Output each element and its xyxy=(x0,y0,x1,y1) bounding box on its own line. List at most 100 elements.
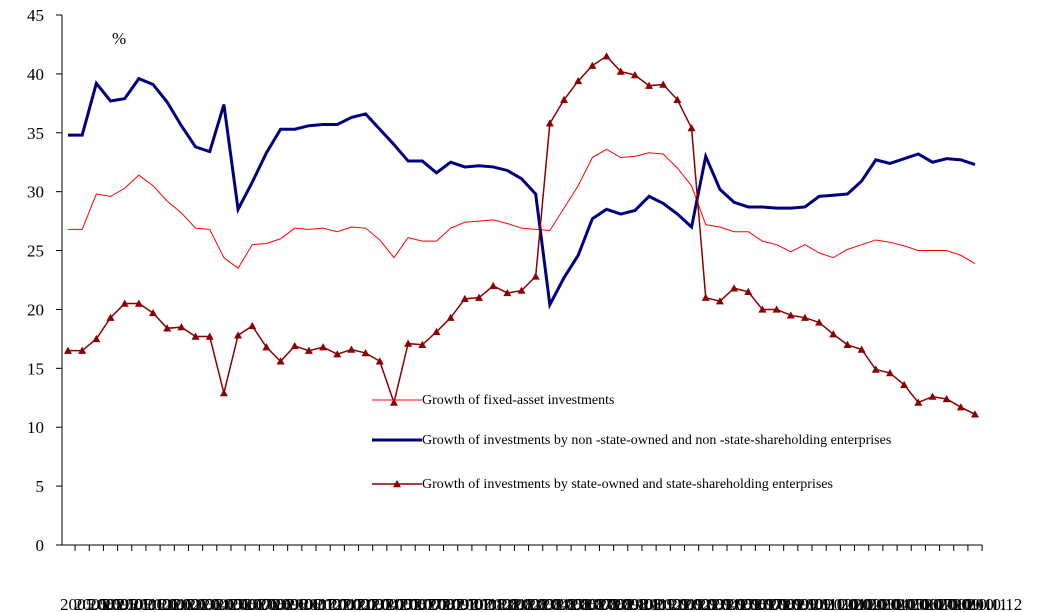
data-point xyxy=(829,330,838,338)
x-tick-label: 2008.10 xyxy=(599,595,654,612)
x-tick-label: 2007.07 xyxy=(386,595,442,612)
x-tick-label: 2006.11 xyxy=(273,595,328,612)
data-point xyxy=(418,340,427,348)
data-point xyxy=(489,281,498,290)
x-tick-label: 2005.10 xyxy=(88,595,143,612)
legend-label: Growth of investments by non -state-owne… xyxy=(422,433,892,448)
legend-label: Growth of fixed-asset investments xyxy=(422,393,615,408)
x-tick-label: 2007.06 xyxy=(372,595,427,612)
x-tick-label: 2005.09 xyxy=(74,595,129,612)
x-tick-label: 2006.09 xyxy=(244,595,299,612)
data-point xyxy=(772,305,781,313)
x-tick-label: 2005.12 xyxy=(117,595,172,612)
x-tick-label: 2005.08 xyxy=(60,595,115,612)
x-tick-label: 2006.04 xyxy=(173,595,229,612)
x-tick-label: 2007.08 xyxy=(400,595,455,612)
x-tick-label: 2007.12 xyxy=(457,595,512,612)
series-line xyxy=(68,76,976,310)
data-point xyxy=(602,52,611,60)
data-point xyxy=(120,299,129,307)
x-tick-label: 2010.09 xyxy=(924,595,979,612)
data-point xyxy=(885,369,894,377)
data-point xyxy=(347,345,356,353)
x-tick-label: 2008.06 xyxy=(542,595,597,612)
series-line xyxy=(68,55,976,415)
x-tick-label: 2008.09 xyxy=(584,595,639,612)
data-point xyxy=(262,343,271,351)
data-point xyxy=(361,349,370,357)
x-tick-label: 2010.05 xyxy=(868,595,923,612)
x-tick-label: 2010.03 xyxy=(839,595,894,612)
data-point xyxy=(375,357,384,365)
data-point xyxy=(701,293,710,301)
data-point xyxy=(914,398,923,406)
data-point xyxy=(389,398,398,406)
data-point xyxy=(248,321,257,330)
data-point xyxy=(432,327,441,336)
data-point xyxy=(460,294,469,303)
x-tick-label: 2009.12 xyxy=(797,595,852,612)
data-point xyxy=(545,119,554,127)
y-tick-label: 10 xyxy=(27,418,44,437)
x-tick-label: 2007.11 xyxy=(443,595,498,612)
x-tick-label: 2006.02 xyxy=(145,595,200,612)
legend-item: Growth of fixed-asset investments xyxy=(372,393,982,409)
x-tick-label: 2010.12 xyxy=(967,595,1022,612)
x-tick-label: 2006.08 xyxy=(230,595,285,612)
data-point xyxy=(800,313,809,321)
series-line xyxy=(68,148,976,269)
data-point xyxy=(78,346,87,354)
x-tick-label: 2009.07 xyxy=(726,595,782,612)
legend-marker xyxy=(393,480,401,488)
x-tick-label: 2008.02 xyxy=(485,595,540,612)
data-point xyxy=(446,313,455,321)
data-point xyxy=(177,323,186,331)
data-point xyxy=(134,299,143,307)
x-tick-label: 2006.07 xyxy=(216,595,272,612)
y-tick-label: 40 xyxy=(27,65,44,84)
y-tick-label: 0 xyxy=(36,536,45,555)
legend-swatch xyxy=(372,399,422,401)
data-point xyxy=(871,365,880,373)
data-point xyxy=(106,313,115,321)
x-tick-label: 2009.06 xyxy=(712,595,767,612)
data-point xyxy=(857,345,866,353)
y-tick-label: 15 xyxy=(27,359,44,378)
x-tick-label: 2010.11 xyxy=(953,595,1008,612)
data-point xyxy=(574,76,583,85)
x-tick-label: 2009.03 xyxy=(669,595,724,612)
data-point xyxy=(503,288,512,297)
data-point xyxy=(942,394,951,403)
legend-item: Growth of investments by state-owned and… xyxy=(372,477,982,493)
x-tick-label: 2010.06 xyxy=(882,595,937,612)
y-tick-label: 45 xyxy=(27,6,44,25)
legend-label: Growth of investments by state-owned and… xyxy=(422,477,833,492)
data-point xyxy=(474,293,483,301)
data-point xyxy=(673,95,682,103)
data-point xyxy=(290,341,299,350)
x-tick-label: 2010.01 xyxy=(811,595,866,612)
x-tick-label: 2010.04 xyxy=(854,595,910,612)
data-point xyxy=(149,308,158,317)
x-tick-label: 2008.08 xyxy=(570,595,625,612)
data-point xyxy=(715,297,724,305)
x-tick-label: 2007.04 xyxy=(343,595,399,612)
x-tick-label: 2009.02 xyxy=(655,595,710,612)
x-tick-label: 2006.06 xyxy=(202,595,257,612)
x-tick-label: 2006.12 xyxy=(287,595,342,612)
data-point xyxy=(616,67,625,75)
x-tick-label: 2007.01 xyxy=(301,595,356,612)
y-tick-label: 20 xyxy=(27,300,44,319)
data-point xyxy=(588,61,597,69)
data-point xyxy=(404,339,413,347)
x-tick-label: 2009.10 xyxy=(769,595,824,612)
data-point xyxy=(928,392,937,400)
data-point xyxy=(191,332,200,340)
x-tick-label: 2010.02 xyxy=(825,595,880,612)
x-tick-label: 2006.05 xyxy=(188,595,243,612)
data-point xyxy=(730,284,739,292)
x-tick-label: 2010.07 xyxy=(896,595,952,612)
x-tick-label: 2007.03 xyxy=(329,595,384,612)
